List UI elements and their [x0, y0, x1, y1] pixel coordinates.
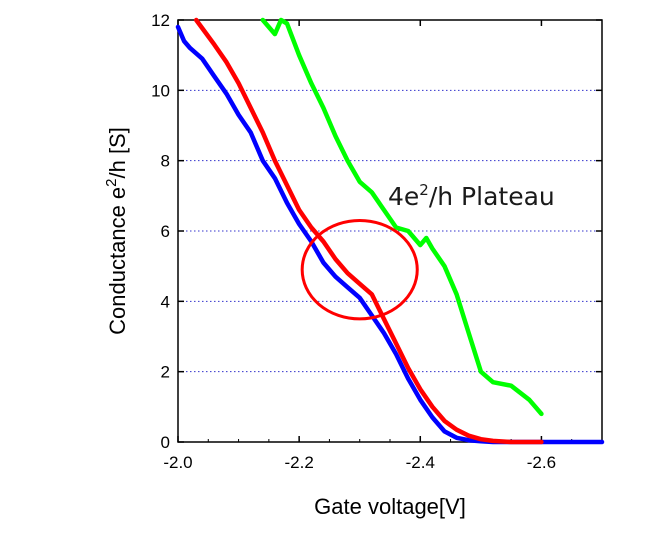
series-line-1 [175, 24, 605, 445]
y-axis-title-tail: /h [S] [105, 127, 130, 178]
y-tick-label: 8 [161, 152, 170, 171]
x-axis-title: Gate voltage[V] [314, 494, 466, 519]
plateau-label-main: 4e [388, 182, 419, 211]
y-tick-label: 6 [161, 222, 170, 241]
series-line-2 [193, 17, 544, 445]
y-tick-label: 2 [161, 363, 170, 382]
plateau-label-sup: 2 [419, 181, 429, 199]
x-tick-label: -2.4 [406, 453, 435, 472]
grid-lines [178, 19, 602, 443]
y-tick-label: 12 [151, 11, 170, 30]
y-axis-title: Conductance e2/h [S] [103, 127, 130, 335]
y-axis-title-sup: 2 [103, 179, 120, 187]
x-tick-label: -2.6 [527, 453, 556, 472]
y-tick-label: 0 [161, 433, 170, 452]
plateau-ellipse [300, 218, 419, 321]
y-tick-label: 10 [151, 81, 170, 100]
annotation: 4e2/h Plateau [300, 181, 555, 321]
x-tick-label: -2.2 [284, 453, 313, 472]
series-line-3 [260, 17, 544, 417]
plateau-label-tail: /h Plateau [429, 182, 555, 211]
plateau-label: 4e2/h Plateau [388, 181, 555, 211]
axis-ticks: 0 2 4 6 8 10 12 -2.0 -2.2 -2.4 -2.6 [151, 11, 603, 472]
series-layer [175, 17, 605, 445]
y-tick-label: 4 [161, 292, 170, 311]
y-axis-title-main: Conductance e [105, 187, 130, 335]
x-tick-label: -2.0 [163, 453, 192, 472]
